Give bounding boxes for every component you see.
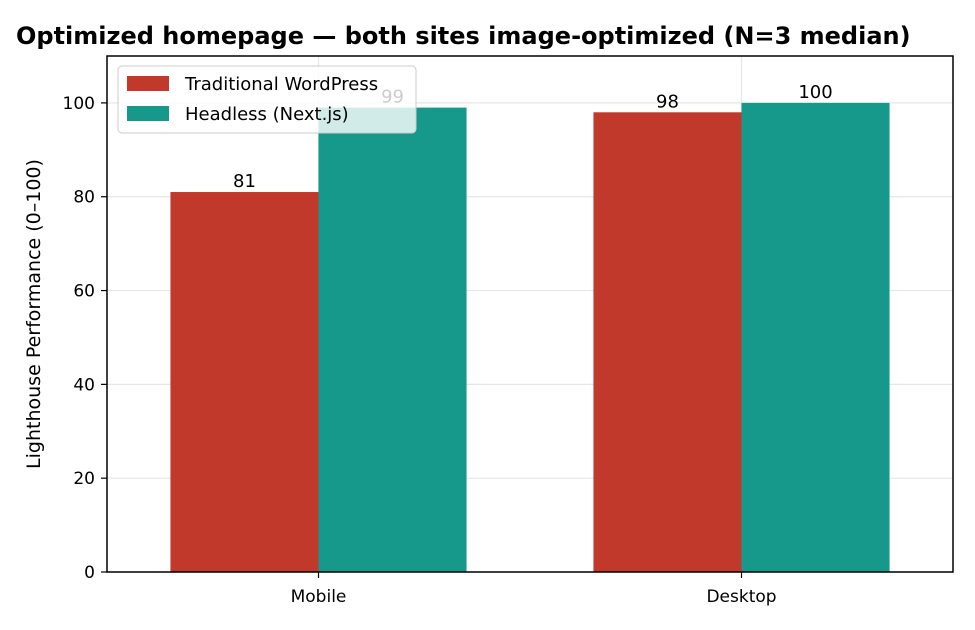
bar-traditional-wordpress-desktop xyxy=(593,112,742,573)
legend-swatch-traditional-wordpress xyxy=(127,76,169,91)
legend-label-headless-nextjs: Headless (Next.js) xyxy=(185,104,349,125)
x-tick-label-mobile: Mobile xyxy=(291,587,347,607)
bar-traditional-wordpress-mobile xyxy=(170,192,319,572)
y-tick-label: 80 xyxy=(73,188,95,208)
chart-title: Optimized homepage — both sites image-op… xyxy=(16,22,911,50)
bar-headless-next-js-desktop xyxy=(741,102,890,572)
bar-headless-next-js-mobile xyxy=(318,107,467,572)
data-label-traditional-wordpress-desktop: 98 xyxy=(656,91,679,112)
x-tick-label-desktop: Desktop xyxy=(706,587,776,607)
y-axis-label: Lighthouse Performance (0–100) xyxy=(23,159,45,469)
data-label-headless-next-js-desktop: 100 xyxy=(798,82,832,103)
legend-frame xyxy=(117,65,417,134)
plot-frame xyxy=(106,55,954,573)
y-tick-label: 20 xyxy=(73,469,95,489)
y-tick-label: 40 xyxy=(73,375,95,395)
y-tick-label: 100 xyxy=(63,94,95,114)
legend-swatch-headless-nextjs xyxy=(127,106,169,121)
legend: Traditional WordPress Headless (Next.js) xyxy=(117,65,417,134)
y-tick-label: 60 xyxy=(73,282,95,302)
data-label-traditional-wordpress-mobile: 81 xyxy=(233,171,256,192)
y-axis-ticks: 0 20 40 60 80 100 xyxy=(63,94,107,583)
x-axis-ticks: Mobile Desktop xyxy=(291,572,777,607)
legend-label-traditional-wordpress: Traditional WordPress xyxy=(184,74,378,95)
bars xyxy=(170,102,890,573)
y-tick-label: 0 xyxy=(84,563,95,583)
